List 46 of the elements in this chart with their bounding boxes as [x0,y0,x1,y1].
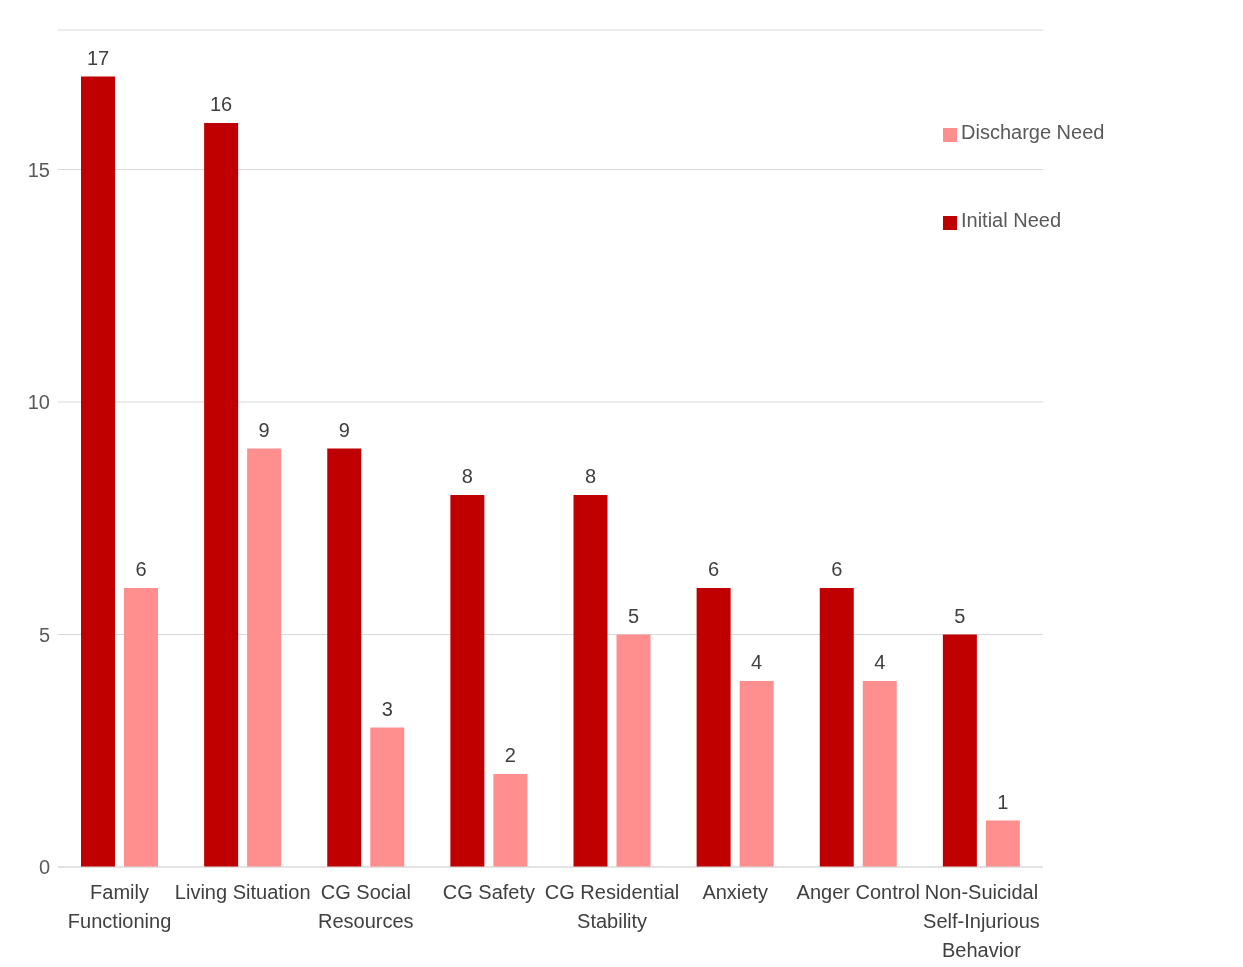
data-label: 4 [751,651,763,673]
data-label: 5 [627,604,640,627]
bar [985,820,1020,867]
bar [327,448,362,867]
bar [124,588,158,867]
bar [942,634,977,867]
x-tick-label: CG Residential Stability [544,881,680,932]
bar [819,588,854,867]
data-label: 4 [874,651,886,673]
bar [247,448,282,867]
data-label: 8 [461,465,473,487]
bar [573,495,608,867]
x-tick-label: Non-Suicidal Self-Injurious Behavior [923,881,1040,961]
x-tick-label: Anger Control [796,881,921,903]
data-label: 3 [381,697,393,720]
data-label: 6 [135,558,147,580]
bar [862,681,897,867]
data-label: 8 [584,465,597,487]
x-tick-label: Family Functioning [67,881,172,932]
bar [204,123,239,867]
y-tick-label: 5 [38,623,50,646]
x-tick-label: Living Situation [174,881,311,903]
data-label: 1 [997,790,1009,813]
data-label: 6 [708,558,720,580]
data-label: 6 [831,558,843,580]
bar [81,76,115,867]
bar [493,774,528,867]
x-tick-label: CG Safety [442,881,536,903]
legend-label: Initial Need [961,209,1062,231]
bar [450,495,485,867]
data-label: 5 [954,604,966,627]
x-tick-label: CG Social Resources [318,881,414,932]
y-tick-label: 10 [27,391,50,414]
bar [696,588,731,867]
y-tick-label: 0 [38,856,50,879]
data-label: 17 [86,46,110,69]
legend-label: Discharge Need [961,121,1105,143]
data-label: 9 [338,418,350,441]
bar [370,727,405,867]
bar [616,634,651,867]
y-tick-label: 15 [27,158,50,181]
x-tick-label: Anxiety [702,881,768,903]
data-label: 2 [504,744,516,766]
data-label: 9 [258,418,270,441]
data-label: 16 [210,93,233,115]
bar [739,681,774,867]
